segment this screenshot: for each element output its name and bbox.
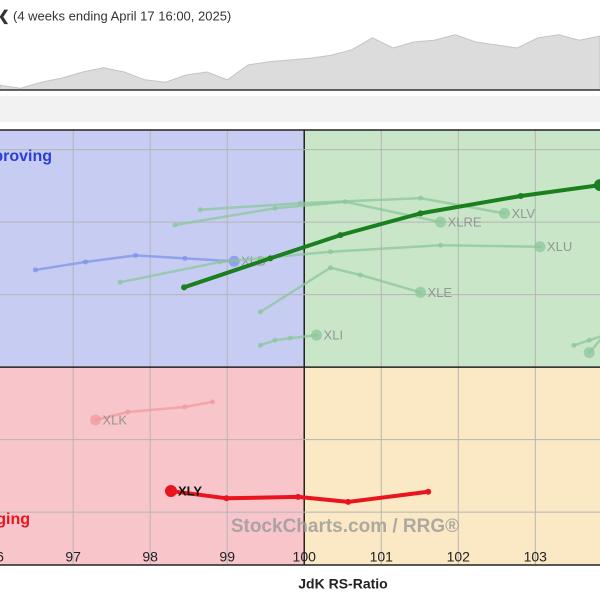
series-label: XLI <box>324 328 344 343</box>
series-label: XLRE <box>448 215 482 230</box>
series-point <box>125 409 131 415</box>
series-point <box>297 200 303 206</box>
series-line <box>572 335 600 354</box>
series-point <box>425 488 432 495</box>
series-point <box>272 205 278 211</box>
series-point <box>357 272 363 278</box>
sparkline <box>0 34 600 91</box>
quadrant-label: Improving <box>0 148 52 165</box>
x-axis-title: JdK RS-Ratio <box>298 576 387 592</box>
watermark: StockCharts.com / RRG® <box>231 516 459 537</box>
series-point <box>418 195 424 201</box>
series-head <box>594 179 600 192</box>
series-point <box>438 242 444 248</box>
subtitle: (4 weeks ending April 17 16:00, 2025) <box>13 8 231 23</box>
series-point <box>181 284 188 291</box>
series-point <box>182 255 188 261</box>
series-point <box>417 210 424 217</box>
series-line <box>94 400 214 422</box>
x-tick-label: 102 <box>447 549 471 565</box>
band <box>0 96 600 122</box>
series-point <box>337 232 344 239</box>
series-point <box>295 493 302 500</box>
series-point <box>287 335 293 341</box>
series-point <box>210 399 216 405</box>
series-point <box>82 259 88 265</box>
series-label: XLV <box>511 206 535 221</box>
x-tick-label: 103 <box>524 549 548 565</box>
x-tick-label: 100 <box>293 549 317 565</box>
series-head <box>583 347 595 359</box>
series-line <box>259 333 318 347</box>
x-tick-label: 101 <box>370 549 394 565</box>
series-point <box>217 259 223 265</box>
series-point <box>32 267 38 273</box>
x-tick-label: 96 <box>0 549 4 565</box>
series-point <box>182 404 188 410</box>
series-head <box>534 241 546 253</box>
rrg-plot: 96 97 98 99 100 101 102 103 JdK RS-Ratio Improvin… <box>0 129 600 592</box>
series-line <box>173 200 442 227</box>
series-point <box>272 337 278 343</box>
series-head <box>90 414 102 426</box>
quadrant <box>0 367 305 565</box>
quadrant <box>0 130 305 368</box>
series-label: XLY <box>178 483 202 498</box>
series-point <box>223 495 230 502</box>
series-head <box>311 329 323 341</box>
series-point <box>267 255 274 262</box>
series-head <box>435 216 447 228</box>
series-point <box>257 342 263 348</box>
x-tick-label: 97 <box>65 549 81 565</box>
series-head <box>498 207 510 219</box>
quadrant <box>304 367 600 565</box>
series-point <box>172 222 178 228</box>
series-point <box>517 192 524 199</box>
series-line <box>259 266 422 314</box>
series-head <box>415 286 427 298</box>
series-label: XLK <box>103 412 128 427</box>
series-point <box>345 498 352 505</box>
series-point <box>327 249 333 255</box>
quadrant-label: Lagging <box>0 511 30 528</box>
back-chevron[interactable]: ❮ <box>0 8 10 25</box>
quadrant <box>304 130 600 368</box>
series-point <box>133 252 139 258</box>
x-tick-label: 98 <box>142 549 158 565</box>
series-line <box>182 183 600 290</box>
series-point <box>586 337 592 343</box>
series-label: XLE <box>428 285 453 300</box>
benchmark-area <box>0 34 600 91</box>
series-point <box>197 207 203 213</box>
series-label: XLU <box>547 239 572 254</box>
series-point <box>571 342 577 348</box>
series-point <box>117 279 123 285</box>
series-point <box>257 309 263 315</box>
series-point <box>327 265 333 271</box>
x-tick-label: 99 <box>219 549 235 565</box>
series-head <box>164 485 177 498</box>
